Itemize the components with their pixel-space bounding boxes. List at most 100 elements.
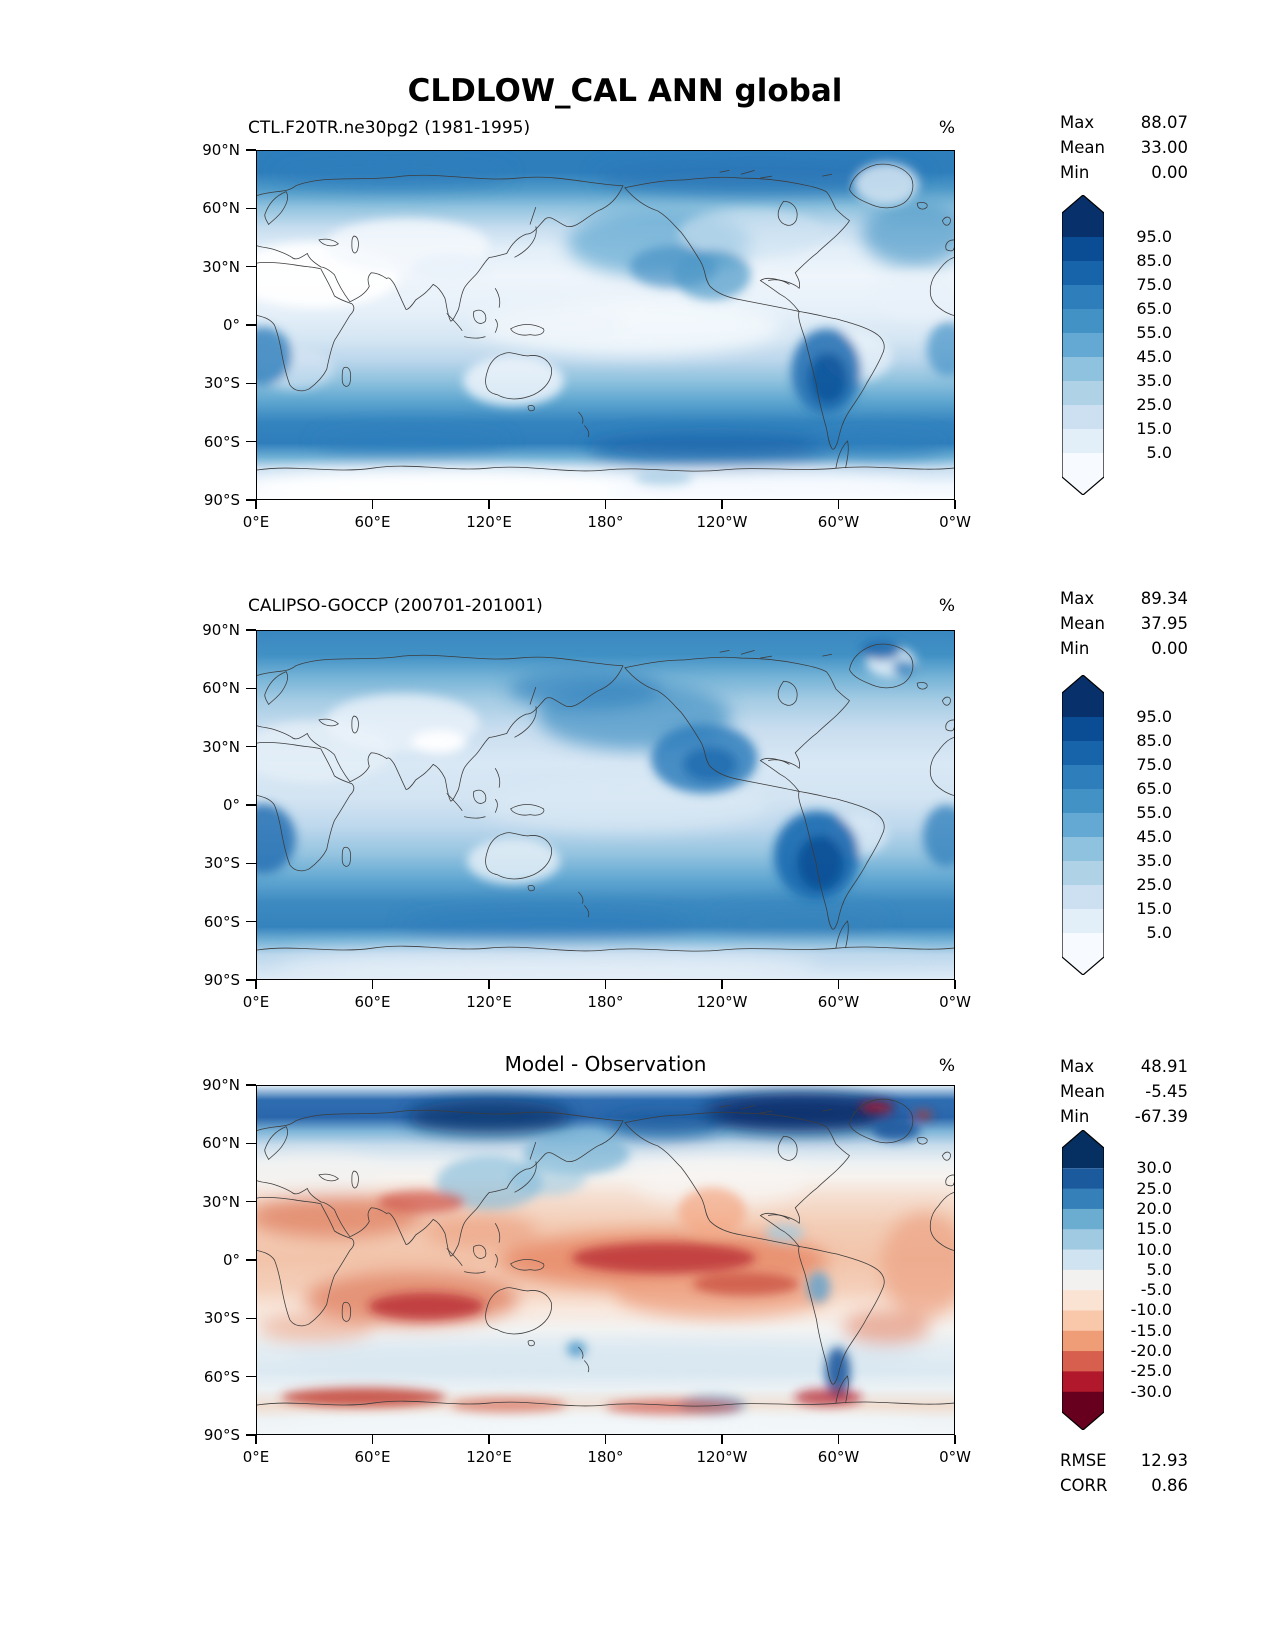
lon-tick (604, 500, 607, 509)
lon-tick (255, 1435, 257, 1444)
lon-tick (488, 980, 490, 989)
lat-tick-label: 90°N (202, 1076, 240, 1094)
lat-tick-label: 60°S (203, 912, 240, 931)
lat-tick (246, 324, 256, 326)
colorbar-tick-label: 25.0 (1136, 1178, 1172, 1198)
colorbar-model (1061, 194, 1105, 496)
stat-label: CORR (1060, 1476, 1108, 1495)
colorbar-tick-label: 15.0 (1136, 899, 1172, 918)
colorbar-tick-label: 85.0 (1136, 731, 1172, 750)
lon-tick (954, 1435, 956, 1444)
colorbar-tick-label: -10.0 (1130, 1300, 1172, 1320)
colorbar-tick-label: -15.0 (1130, 1320, 1172, 1340)
lat-tick (246, 1142, 256, 1145)
lon-tick-label: 60°W (817, 1448, 860, 1466)
lon-tick-label: 0°E (242, 993, 270, 1011)
lat-tick (246, 149, 256, 151)
lat-tick (246, 265, 256, 268)
lon-tick-label: 0°E (242, 1448, 270, 1466)
lat-tick (246, 862, 256, 865)
lat-tick-label: 60°N (202, 679, 240, 698)
stats-difference: Max 48.91 Mean -5.45 Min -67.39 (1060, 1056, 1188, 1131)
lon-tick-label: 0°E (242, 513, 270, 531)
map-difference-canvas (257, 1086, 954, 1434)
lat-tick (246, 440, 256, 443)
stat-label: RMSE (1060, 1451, 1107, 1470)
lon-tick (371, 980, 374, 989)
colorbar-tick-label: 10.0 (1136, 1239, 1172, 1259)
lat-tick (246, 687, 256, 690)
colorbar-tick-label: 95.0 (1136, 707, 1172, 726)
stat-label: Max (1060, 589, 1095, 608)
lat-tick (246, 1259, 256, 1261)
lon-tick-label: 120°W (696, 513, 748, 531)
lat-tick-label: 60°S (203, 432, 240, 451)
lon-tick (721, 980, 723, 989)
lon-tick (837, 980, 840, 989)
lat-tick (246, 920, 256, 923)
stat-value: 33.00 (1140, 138, 1188, 157)
colorbar-tick-label: 55.0 (1136, 803, 1172, 822)
colorbar-observation (1061, 674, 1105, 976)
lat-tick-label: 0° (222, 1251, 240, 1269)
colorbar-tick-label: 5.0 (1146, 443, 1172, 462)
stat-value: 88.07 (1140, 113, 1188, 132)
colorbar-tick-label: 15.0 (1136, 1219, 1172, 1239)
lat-tick-label: 30°S (203, 374, 240, 393)
lat-tick (246, 979, 256, 981)
colorbar-difference (1061, 1129, 1105, 1431)
colorbar-tick-label: 75.0 (1136, 755, 1172, 774)
colorbar-tick-label: -25.0 (1130, 1361, 1172, 1381)
colorbar-tick-label: -20.0 (1130, 1341, 1172, 1361)
lat-tick (246, 745, 256, 748)
lat-tick (246, 382, 256, 385)
lon-tick-label: 0°W (939, 1448, 971, 1466)
lat-tick (246, 1317, 256, 1320)
lon-tick-label: 180° (587, 1448, 624, 1466)
panel-obs-title: CALIPSO-GOCCP (200701-201001) (248, 596, 543, 616)
lon-tick (371, 500, 374, 509)
stats-observation: Max 89.34 Mean 37.95 Min 0.00 (1060, 588, 1188, 663)
stat-value: 48.91 (1140, 1057, 1188, 1076)
lat-tick (246, 1375, 256, 1378)
colorbar-tick-label: 95.0 (1136, 227, 1172, 246)
stat-value: 89.34 (1140, 589, 1188, 608)
lat-tick-label: 90°S (203, 491, 240, 509)
lon-tick (255, 980, 257, 989)
stat-value: -67.39 (1134, 1107, 1188, 1126)
stat-label: Max (1060, 1057, 1095, 1076)
colorbar-tick-label: 30.0 (1136, 1158, 1172, 1178)
colorbar-tick-label: 35.0 (1136, 851, 1172, 870)
lon-tick-label: 120°E (466, 993, 512, 1011)
lat-tick-label: 90°S (203, 1426, 240, 1444)
stat-label: Max (1060, 113, 1095, 132)
panel-model-units: % (938, 118, 955, 138)
lat-tick-label: 60°N (202, 199, 240, 218)
lon-tick-label: 60°E (354, 993, 391, 1011)
colorbar-tick-label: -30.0 (1130, 1381, 1172, 1401)
stats-rmse-corr: RMSE 12.93 CORR 0.86 (1060, 1450, 1188, 1500)
lon-tick-label: 120°E (466, 1448, 512, 1466)
lon-tick-label: 120°E (466, 513, 512, 531)
stat-value: 0.86 (1151, 1476, 1188, 1495)
lon-tick (488, 1435, 490, 1444)
lon-tick-label: 0°W (939, 513, 971, 531)
lon-tick (371, 1435, 374, 1444)
colorbar-tick-label: -5.0 (1140, 1280, 1172, 1300)
lat-tick-label: 30°N (202, 257, 240, 276)
lat-tick-label: 30°N (202, 737, 240, 756)
map-model-canvas (257, 151, 954, 499)
map-model (256, 150, 955, 500)
lon-tick (837, 1435, 840, 1444)
lat-tick (246, 629, 256, 631)
lat-tick-label: 90°N (202, 621, 240, 639)
stat-value: 12.93 (1140, 1451, 1188, 1470)
panel-obs-units: % (938, 596, 955, 616)
stat-label: Min (1060, 639, 1090, 658)
lon-tick (954, 980, 956, 989)
panel-diff-units: % (938, 1056, 955, 1076)
lon-tick (604, 980, 607, 989)
lon-tick-label: 60°W (817, 993, 860, 1011)
colorbar-tick-label: 25.0 (1136, 875, 1172, 894)
